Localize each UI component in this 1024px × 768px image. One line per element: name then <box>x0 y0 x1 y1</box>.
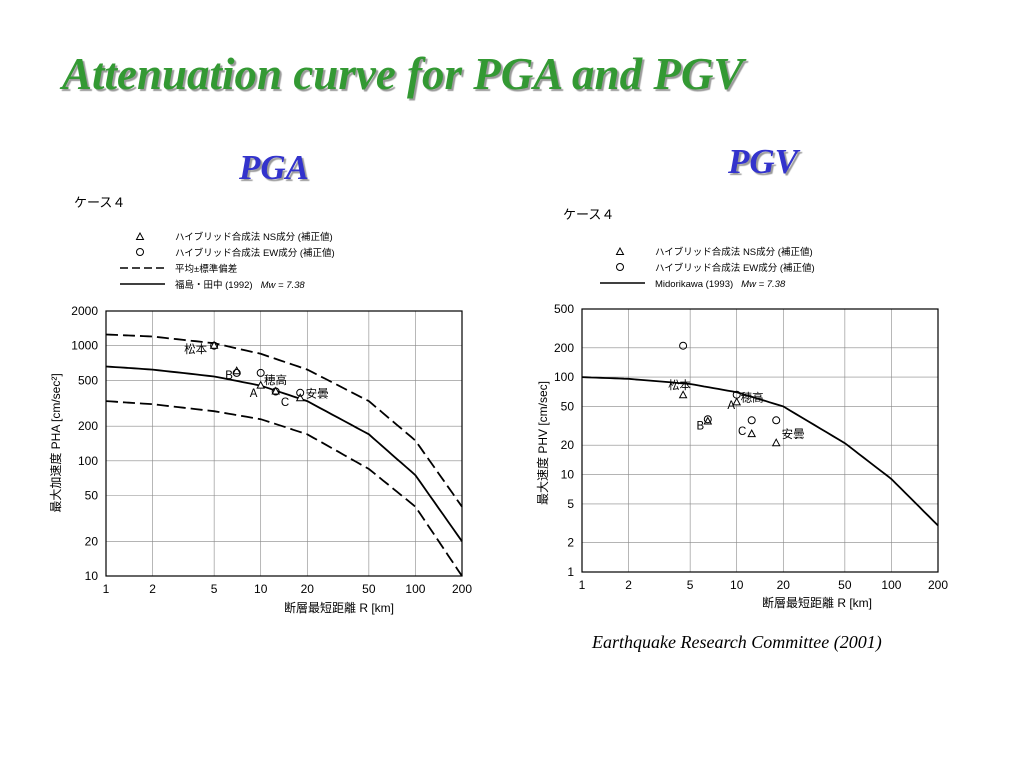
ew-data-point <box>703 415 712 424</box>
y-tick-label: 100 <box>554 370 574 384</box>
y-tick-label: 100 <box>78 454 98 468</box>
pgv-case-label: ケース４ <box>563 207 614 222</box>
legend-item-label: 平均±標準偏差 <box>175 263 237 275</box>
legend-circle-icon <box>136 248 144 256</box>
y-tick-label: 5 <box>567 497 574 511</box>
legend-magnitude-label: Mw = 7.38 <box>741 279 786 290</box>
ns-data-point <box>771 438 781 447</box>
x-tick-label: 2 <box>625 578 632 592</box>
pga-heading: PGA <box>239 148 309 187</box>
site-label: 松本 <box>668 378 691 392</box>
x-tick-label: 20 <box>301 582 315 596</box>
pga-case-label: ケース４ <box>74 195 125 210</box>
ew-data-point <box>747 416 756 425</box>
x-tick-label: 200 <box>452 582 472 596</box>
y-axis-label: 最大加速度 PHA [cm/sec²] <box>48 373 63 512</box>
site-label: C <box>281 397 289 409</box>
x-tick-label: 50 <box>362 582 376 596</box>
y-tick-label: 20 <box>561 438 575 452</box>
std-dev-curve <box>105 400 463 577</box>
ns-data-point <box>747 429 757 438</box>
x-tick-label: 10 <box>254 582 268 596</box>
y-tick-label: 200 <box>78 419 98 433</box>
pgv-heading: PGV <box>728 142 798 181</box>
legend-circle-icon <box>616 263 624 271</box>
ew-data-point <box>210 341 219 350</box>
site-label: 安曇 <box>782 427 805 441</box>
legend-triangle-icon <box>615 246 625 255</box>
legend-item-label: Midorikawa (1993) Mw = 7.38 <box>655 279 786 290</box>
y-tick-label: 200 <box>554 341 574 355</box>
std-dev-curve <box>105 333 463 508</box>
site-label: 松本 <box>184 342 207 356</box>
legend-item-label: ハイブリッド合成法 NS成分 (補正値) <box>175 231 333 243</box>
site-label: 穂高 <box>264 373 287 387</box>
site-label: A <box>727 400 735 412</box>
attenuation-curve <box>105 365 463 542</box>
y-tick-label: 10 <box>85 569 99 583</box>
x-tick-label: 1 <box>103 582 110 596</box>
plot-frame <box>581 308 939 573</box>
site-label: 穂高 <box>741 390 764 404</box>
y-tick-label: 10 <box>561 468 575 482</box>
legend-item-label: 福島・田中 (1992) Mw = 7.38 <box>175 279 305 291</box>
ns-data-point <box>232 366 242 375</box>
ew-data-point <box>296 388 305 397</box>
x-tick-label: 100 <box>405 582 425 596</box>
site-label: A <box>250 388 258 400</box>
ew-data-point <box>732 390 741 399</box>
site-label: B <box>697 420 705 432</box>
attenuation-curve <box>581 376 939 527</box>
y-tick-label: 1 <box>567 565 574 579</box>
ns-data-point <box>271 386 281 395</box>
y-tick-label: 500 <box>554 302 574 316</box>
x-tick-label: 10 <box>730 578 744 592</box>
x-tick-label: 200 <box>928 578 948 592</box>
site-label: 安曇 <box>306 386 329 400</box>
site-label: B <box>225 370 233 382</box>
plot-frame <box>105 310 463 577</box>
legend-magnitude-label: Mw = 7.38 <box>261 280 306 291</box>
y-tick-label: 1000 <box>71 339 98 353</box>
y-axis-label: 最大速度 PHV [cm/sec] <box>535 381 550 505</box>
y-tick-label: 50 <box>85 489 99 503</box>
ns-data-point <box>678 390 688 399</box>
legend-triangle-icon <box>135 231 145 240</box>
x-axis-label: 断層最短距離 R [km] <box>284 600 394 615</box>
y-tick-label: 500 <box>78 373 98 387</box>
ew-data-point <box>256 368 265 377</box>
ew-data-point <box>232 368 241 377</box>
x-tick-label: 100 <box>881 578 901 592</box>
site-label: C <box>738 426 746 438</box>
x-axis-label: 断層最短距離 R [km] <box>762 595 872 610</box>
x-tick-label: 5 <box>211 582 218 596</box>
x-tick-label: 20 <box>777 578 791 592</box>
ew-data-point <box>679 341 688 350</box>
ns-data-point <box>209 340 219 349</box>
ew-data-point <box>772 416 781 425</box>
y-tick-label: 2 <box>567 536 574 550</box>
ew-data-point <box>271 387 280 396</box>
ns-data-point <box>732 397 742 406</box>
y-tick-label: 50 <box>561 399 575 413</box>
legend-item-label: ハイブリッド合成法 NS成分 (補正値) <box>655 246 813 258</box>
slide-title: Attenuation curve for PGA and PGV <box>62 49 744 99</box>
x-tick-label: 5 <box>687 578 694 592</box>
legend-item-label: ハイブリッド合成法 EW成分 (補正値) <box>655 262 815 274</box>
x-tick-label: 1 <box>579 578 586 592</box>
legend-item-label: ハイブリッド合成法 EW成分 (補正値) <box>175 247 335 259</box>
ns-data-point <box>295 393 305 402</box>
x-tick-label: 2 <box>149 582 156 596</box>
y-tick-label: 2000 <box>71 304 98 318</box>
citation: Earthquake Research Committee (2001) <box>592 632 882 652</box>
ns-data-point <box>256 380 266 389</box>
y-tick-label: 20 <box>85 534 99 548</box>
x-tick-label: 50 <box>838 578 852 592</box>
